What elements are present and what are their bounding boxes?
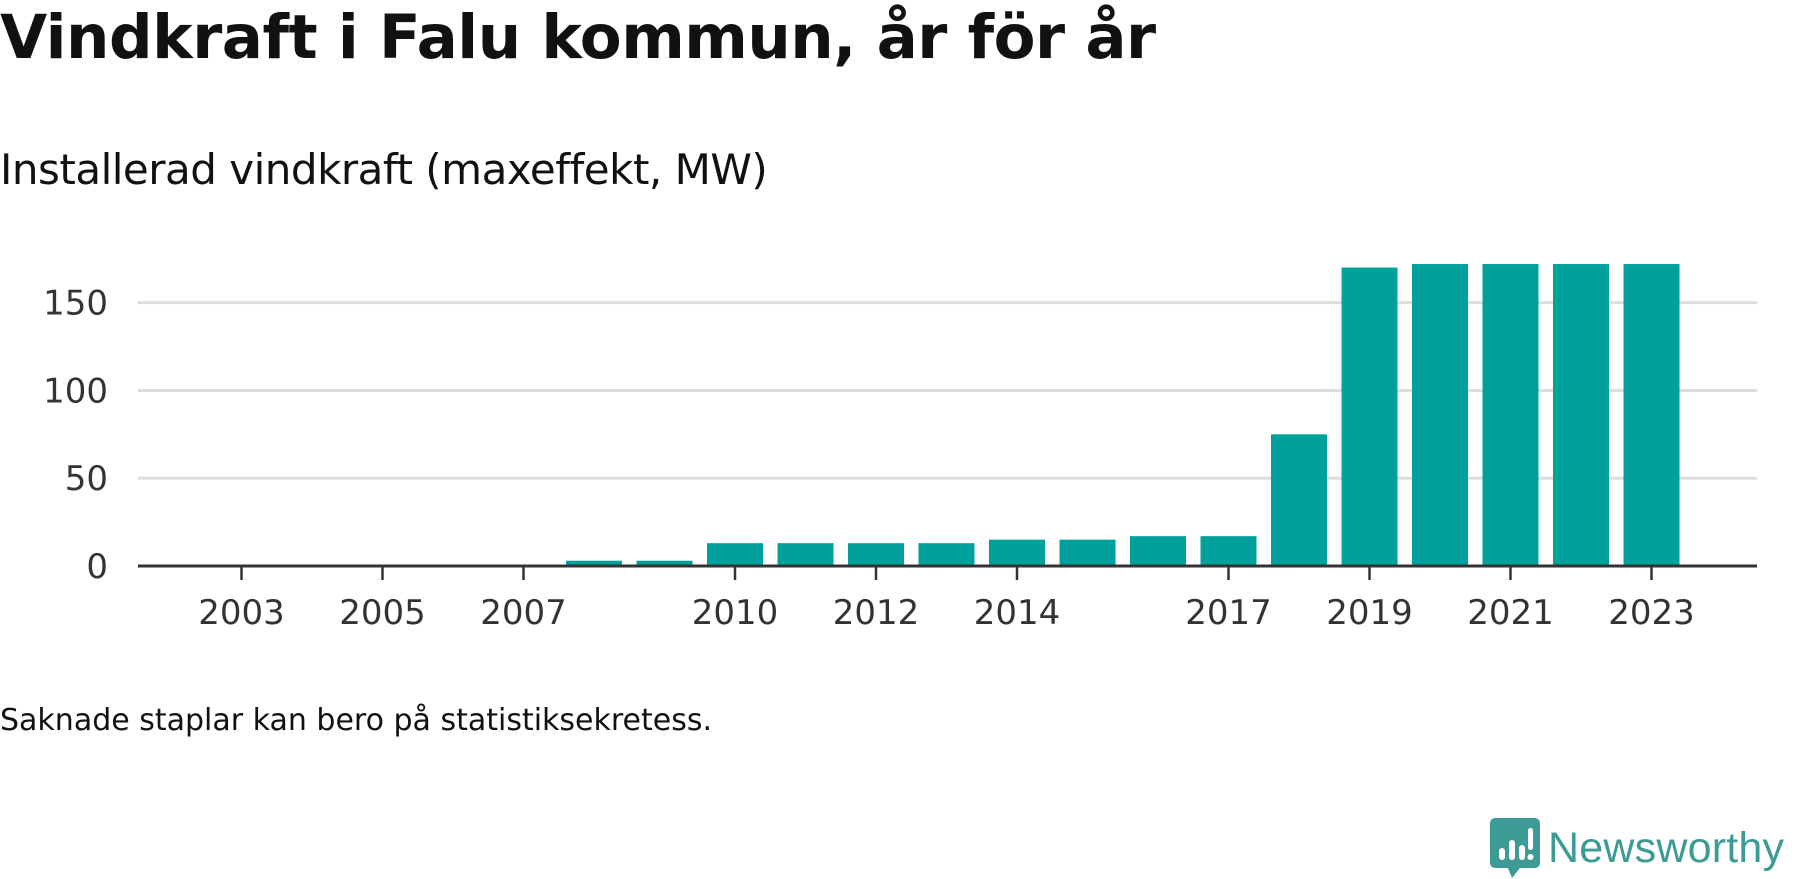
- y-tick-label: 50: [65, 459, 108, 499]
- x-tick-label: 2017: [1185, 593, 1272, 633]
- chart-title: Vindkraft i Falu kommun, år för år: [0, 2, 1156, 73]
- x-tick-label: 2010: [692, 593, 779, 633]
- bars: [566, 264, 1680, 566]
- footnote: Saknade staplar kan bero på statistiksek…: [0, 703, 713, 738]
- chart-subtitle: Installerad vindkraft (maxeffekt, MW): [0, 145, 768, 194]
- y-tick-label: 0: [86, 547, 108, 587]
- x-tick-label: 2012: [833, 593, 920, 633]
- bar-2021: [1482, 264, 1539, 566]
- bar-2019: [1341, 267, 1398, 566]
- x-tick-label: 2019: [1326, 593, 1413, 633]
- x-tick-label: 2014: [974, 593, 1061, 633]
- bar-2010: [707, 543, 763, 566]
- brand-name: Newsworthy: [1548, 823, 1785, 872]
- x-tick-label: 2005: [339, 593, 426, 633]
- x-tick-label: 2021: [1467, 593, 1554, 633]
- x-axis: 2003 2005 2007 2010 2012 2014 2017 2019 2021 2023: [138, 564, 1757, 633]
- x-tick-label: 2007: [480, 593, 567, 633]
- bar-2008: [566, 560, 622, 566]
- bar-2012: [848, 543, 904, 566]
- x-tick-label: 2003: [198, 593, 285, 633]
- x-tick-label: 2023: [1608, 593, 1695, 633]
- y-tick-label: 100: [43, 371, 108, 411]
- bar-2023: [1623, 264, 1680, 566]
- bar-2016: [1130, 536, 1186, 566]
- bar-2013: [918, 543, 975, 566]
- bar-2011: [777, 543, 834, 566]
- bar-2018: [1271, 434, 1327, 566]
- bar-2020: [1412, 264, 1468, 566]
- brand-logo[interactable]: Newsworthy: [1490, 818, 1784, 878]
- bar-2022: [1553, 264, 1609, 566]
- bar-2017: [1200, 536, 1257, 566]
- y-tick-label: 150: [43, 284, 108, 324]
- y-axis: 0 50 100 150: [43, 284, 108, 587]
- bar-2014: [989, 539, 1045, 566]
- newsworthy-logo-icon: [1490, 818, 1540, 878]
- bar-2009: [636, 560, 693, 566]
- bar-2015: [1059, 539, 1116, 566]
